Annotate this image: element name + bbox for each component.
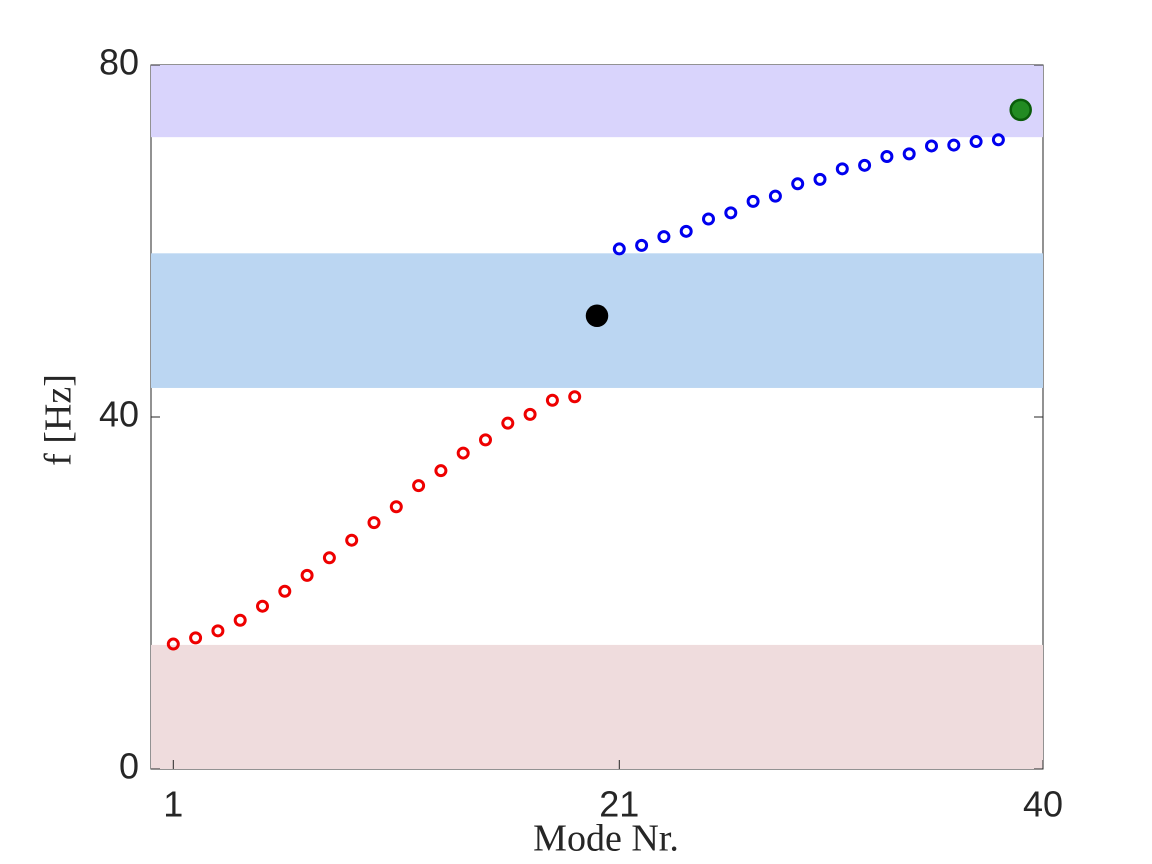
data-point (456, 446, 470, 460)
data-point (278, 584, 292, 598)
data-point (256, 599, 269, 613)
data-point (300, 568, 314, 582)
data-point (835, 162, 849, 176)
x-tick-label: 1 (163, 784, 183, 825)
data-point (322, 551, 336, 565)
x-tick-label: 21 (599, 784, 639, 825)
data-point (724, 206, 738, 220)
data-point (545, 393, 559, 407)
data-point (585, 304, 609, 328)
data-point (479, 433, 492, 447)
data-point (969, 135, 983, 149)
data-point (568, 390, 582, 404)
data-point (189, 631, 203, 645)
y-tick-label: 80 (99, 42, 139, 83)
data-point (858, 158, 872, 172)
data-point (880, 150, 894, 164)
data-point (902, 147, 916, 161)
data-point (211, 624, 225, 638)
data-point (166, 637, 180, 651)
data-point (389, 500, 403, 514)
data-point (657, 230, 671, 244)
data-point (412, 479, 426, 493)
data-point (345, 533, 359, 547)
data-point (523, 407, 537, 421)
data-point (501, 416, 515, 430)
data-point (702, 212, 715, 226)
data-point (791, 177, 805, 191)
data-point (925, 139, 938, 153)
data-point (813, 172, 827, 186)
data-point (768, 189, 782, 203)
data-point (679, 224, 693, 238)
data-point (1009, 98, 1032, 122)
band (151, 644, 1043, 769)
data-point (991, 133, 1005, 147)
y-tick-label: 40 (99, 394, 139, 435)
x-tick-label: 40 (1023, 784, 1063, 825)
data-point (635, 238, 649, 252)
data-point (612, 242, 626, 256)
y-axis-label: f [Hz] (38, 374, 80, 466)
data-point (746, 194, 760, 208)
data-point (947, 138, 961, 152)
data-point (367, 516, 381, 530)
y-tick-label: 0 (119, 746, 139, 787)
data-point (233, 613, 247, 627)
x-axis-label: Mode Nr. (533, 818, 679, 860)
data-point (434, 464, 448, 478)
band (151, 65, 1043, 138)
